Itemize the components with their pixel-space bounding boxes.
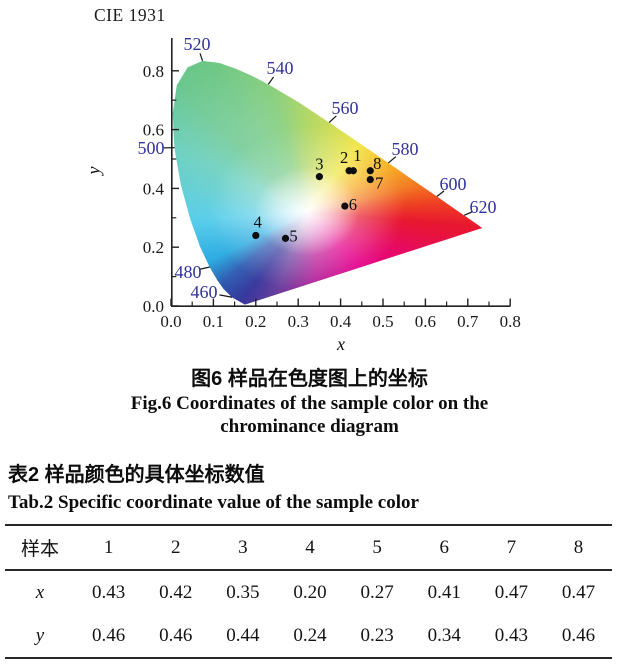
y-tick-label: 0.8 xyxy=(143,62,164,81)
data-point-label: 7 xyxy=(375,174,383,193)
chart-title: CIE 1931 xyxy=(94,5,166,25)
y-tick-label: 0.6 xyxy=(143,121,164,140)
y-tick-label: 0.0 xyxy=(143,297,164,316)
wavelength-label: 580 xyxy=(392,139,419,159)
table-header-cell: 7 xyxy=(506,536,517,558)
table-header-sample: 样本 xyxy=(20,539,59,560)
x-tick-label: 0.6 xyxy=(415,312,436,331)
wavelength-label: 540 xyxy=(267,58,294,78)
table-cell: 0.44 xyxy=(226,624,260,646)
figure-caption-en-line2: chrominance diagram xyxy=(220,416,399,437)
data-point xyxy=(345,167,353,175)
table-header-cell: 5 xyxy=(372,536,382,558)
x-axis-label: x xyxy=(337,334,345,354)
x-tick-label: 0.5 xyxy=(372,312,393,331)
wavelength-leader-line xyxy=(463,211,473,216)
table-cell: 0.42 xyxy=(159,581,193,603)
table-cell: 0.24 xyxy=(293,624,327,646)
wavelength-leader-line xyxy=(436,190,445,197)
axes-spines xyxy=(171,38,511,307)
data-point-label: 1 xyxy=(353,146,361,165)
table-header-cell: 3 xyxy=(238,536,248,558)
table-cell: 0.35 xyxy=(226,581,260,603)
table-row-label: y xyxy=(35,624,45,646)
data-point-label: 8 xyxy=(373,154,381,173)
data-point-label: 5 xyxy=(289,226,297,245)
wavelength-label: 620 xyxy=(470,197,497,217)
wavelength-label: 520 xyxy=(184,34,211,54)
wavelength-leader-line xyxy=(267,76,275,85)
data-point-label: 3 xyxy=(315,155,323,174)
table-header-cell: 8 xyxy=(573,536,584,558)
table-cell: 0.47 xyxy=(494,581,528,603)
data-point xyxy=(252,231,260,240)
table-cell: 0.43 xyxy=(91,581,126,603)
wavelength-label: 460 xyxy=(191,282,218,302)
table-cell: 0.47 xyxy=(561,581,596,603)
table-cell: 0.46 xyxy=(159,624,193,646)
table-header-cell: 6 xyxy=(439,536,449,558)
wavelength-leader-line xyxy=(387,156,397,164)
table-cell: 0.46 xyxy=(91,624,126,646)
table-cell: 0.20 xyxy=(293,581,327,603)
table-row: y 0.46 0.46 0.44 0.24 0.23 0.34 0.43 0.46 xyxy=(5,614,612,658)
table-header-cell: 2 xyxy=(170,536,181,558)
wavelength-label: 480 xyxy=(175,262,202,282)
data-point xyxy=(366,167,374,175)
coordinates-table: 样本 1 2 3 4 5 6 7 8 x 0.43 0.42 0.35 0.20 0.27 0.41 0.47… xyxy=(5,524,612,659)
x-tick-label: 0.0 xyxy=(160,312,181,331)
wavelength-label: 600 xyxy=(440,174,467,194)
x-tick-label: 0.1 xyxy=(203,312,224,331)
table-cell: 0.27 xyxy=(360,581,394,603)
data-point-label: 6 xyxy=(349,195,357,214)
data-point xyxy=(341,202,349,210)
table-header-cell: 4 xyxy=(305,536,315,558)
figure-caption: 图6 样品在色度图上的坐标 Fig.6 Coordinates of the s… xyxy=(0,366,619,438)
wavelength-leader-line xyxy=(199,53,204,62)
cie-chromaticity-figure: 0.0 0.1 0.2 0.3 0.4 0.5 0.6 0.7 0.8 0.0 0.2 0.4 0.6 0… xyxy=(83,5,521,354)
table-cell: 0.41 xyxy=(427,581,461,603)
table-cell: 0.46 xyxy=(561,624,596,646)
wavelength-leader-line xyxy=(328,115,337,123)
table-title-en: Tab.2 Specific coordinate value of the s… xyxy=(8,492,419,513)
data-point xyxy=(366,175,374,184)
wavelength-label: 500 xyxy=(138,138,165,158)
table-header-cell: 1 xyxy=(103,536,114,558)
table-row-label: x xyxy=(35,581,45,603)
table-header-row: 样本 1 2 3 4 5 6 7 8 xyxy=(5,525,612,570)
wavelength-leader-line xyxy=(199,266,210,270)
figure-caption-en-line1: Fig.6 Coordinates of the sample color on… xyxy=(130,393,489,414)
table-cell: 0.34 xyxy=(427,624,461,646)
chart-svg: 0.0 0.1 0.2 0.3 0.4 0.5 0.6 0.7 0.8 0.0 0.2 0.4 0.6 0… xyxy=(138,34,521,331)
table-cell: 0.43 xyxy=(494,624,528,646)
wavelength-label: 560 xyxy=(332,98,359,118)
data-point-label: 2 xyxy=(340,148,348,167)
x-tick-label: 0.2 xyxy=(245,312,266,331)
y-axis-label: y xyxy=(83,166,104,175)
figure-caption-zh: 图6 样品在色度图上的坐标 xyxy=(191,368,428,390)
data-point xyxy=(315,173,323,181)
data-point xyxy=(281,234,290,242)
x-tick-label: 0.3 xyxy=(288,312,309,331)
x-tick-label: 0.4 xyxy=(330,312,352,331)
table-cell: 0.23 xyxy=(360,624,394,646)
x-tick-label: 0.8 xyxy=(500,312,521,331)
wavelength-leader-line xyxy=(219,294,233,298)
table-row: x 0.43 0.42 0.35 0.20 0.27 0.41 0.47 0.47 xyxy=(5,570,612,614)
table-title-zh: 表2 样品颜色的具体坐标数值 xyxy=(8,464,265,486)
table-body: x 0.43 0.42 0.35 0.20 0.27 0.41 0.47 0.47 y 0.46 0.… xyxy=(5,570,612,658)
x-tick-label: 0.7 xyxy=(457,312,479,331)
data-point-label: 4 xyxy=(254,212,262,231)
y-tick-label: 0.4 xyxy=(143,179,165,198)
y-tick-label: 0.2 xyxy=(143,238,164,257)
table-block: 表2 样品颜色的具体坐标数值 Tab.2 Specific coordinate… xyxy=(0,461,619,659)
